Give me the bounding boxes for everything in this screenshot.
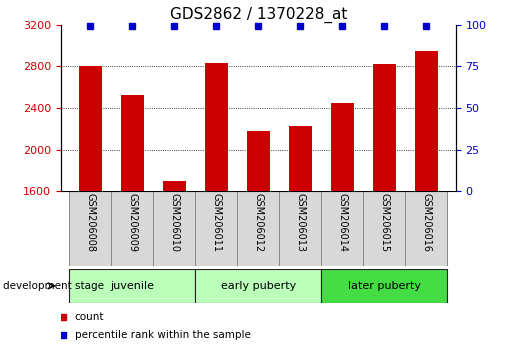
Bar xyxy=(79,67,102,191)
Text: early puberty: early puberty xyxy=(221,281,296,291)
Bar xyxy=(415,51,438,191)
Bar xyxy=(279,191,321,266)
Bar xyxy=(405,191,447,266)
Text: GSM206009: GSM206009 xyxy=(127,193,137,252)
Bar xyxy=(69,191,111,266)
Bar xyxy=(196,269,321,303)
Bar xyxy=(321,269,447,303)
Bar xyxy=(153,191,196,266)
Text: GSM206012: GSM206012 xyxy=(253,193,263,252)
Bar xyxy=(237,191,279,266)
Bar xyxy=(163,181,186,191)
Bar xyxy=(364,191,405,266)
Text: GSM206011: GSM206011 xyxy=(211,193,222,252)
Title: GDS2862 / 1370228_at: GDS2862 / 1370228_at xyxy=(170,7,347,23)
Text: juvenile: juvenile xyxy=(110,281,154,291)
Text: GSM206008: GSM206008 xyxy=(85,193,95,252)
Bar xyxy=(331,103,354,191)
Text: GSM206014: GSM206014 xyxy=(338,193,347,252)
Bar xyxy=(196,191,237,266)
Text: GSM206015: GSM206015 xyxy=(379,193,390,252)
Text: development stage: development stage xyxy=(3,281,104,291)
Bar xyxy=(111,191,153,266)
Bar xyxy=(69,269,196,303)
Bar xyxy=(289,126,312,191)
Bar xyxy=(121,96,144,191)
Bar xyxy=(321,191,364,266)
Bar xyxy=(205,63,228,191)
Bar xyxy=(247,131,270,191)
Text: GSM206013: GSM206013 xyxy=(295,193,305,252)
Text: count: count xyxy=(75,312,104,322)
Text: later puberty: later puberty xyxy=(348,281,421,291)
Text: GSM206010: GSM206010 xyxy=(170,193,179,252)
Text: GSM206016: GSM206016 xyxy=(421,193,431,252)
Text: percentile rank within the sample: percentile rank within the sample xyxy=(75,330,251,339)
Bar xyxy=(373,64,396,191)
